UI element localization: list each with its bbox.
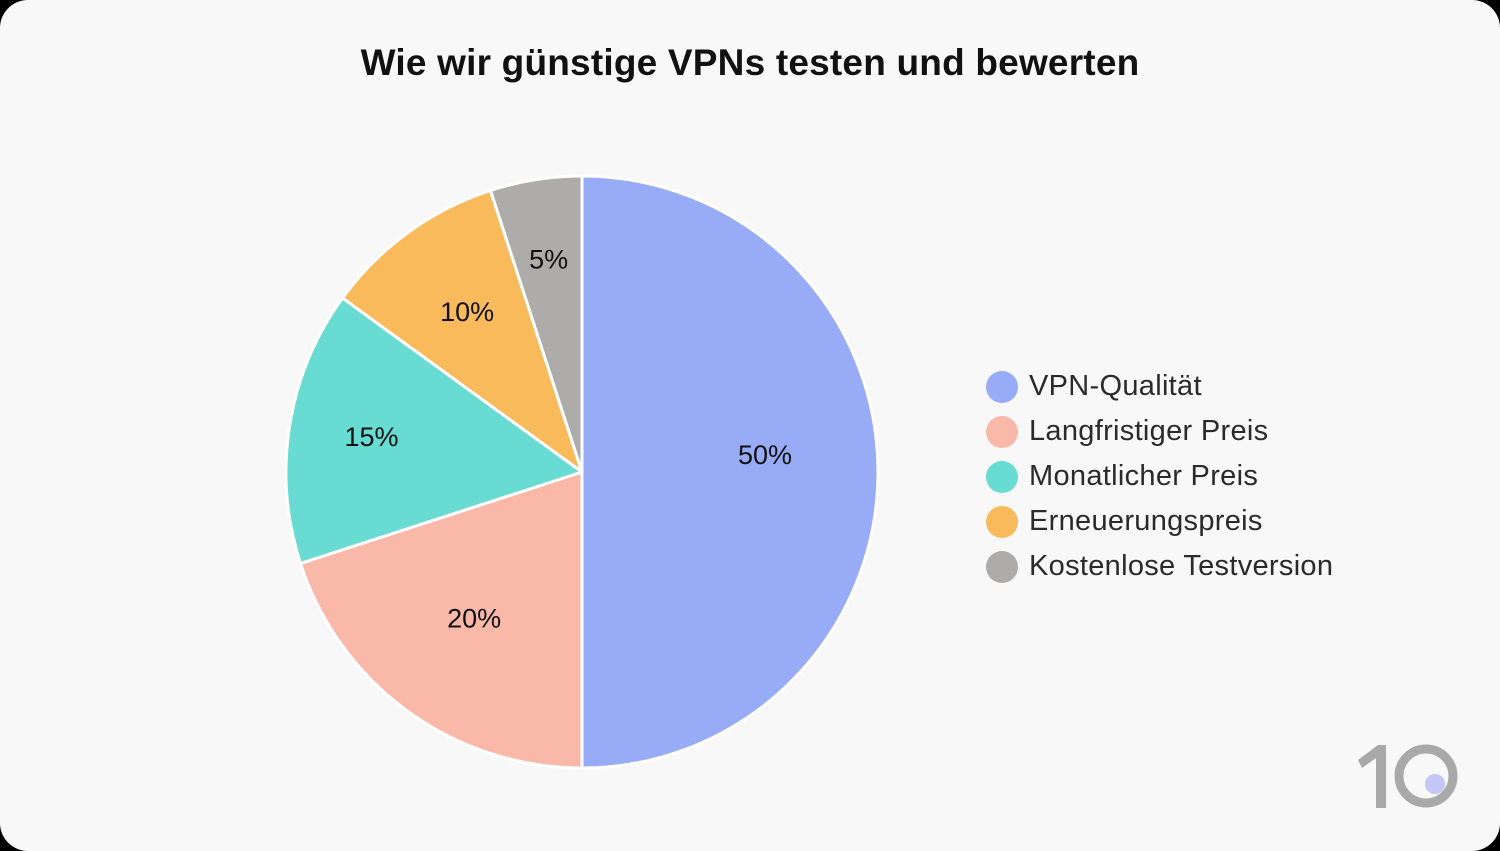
slice-percent-label: 20% xyxy=(447,604,501,634)
legend-item-langfristiger-preis: Langfristiger Preis xyxy=(986,409,1333,454)
legend-swatch-icon xyxy=(986,550,1018,583)
legend-item-monatlicher-preis: Monatlicher Preis xyxy=(986,454,1333,499)
slice-erneuerungspreis xyxy=(341,188,584,474)
slice-percent-label: 5% xyxy=(529,245,568,275)
slice-langfristiger-preis xyxy=(298,470,584,770)
legend-swatch-icon xyxy=(986,415,1018,448)
legend-label: Langfristiger Preis xyxy=(1029,415,1269,447)
legend-label: Erneuerungspreis xyxy=(1029,505,1263,537)
chart-title: Wie wir günstige VPNs testen und bewerte… xyxy=(360,42,1140,83)
legend-label: Monatlicher Preis xyxy=(1029,460,1259,492)
legend-item-kostenlose-testversion: Kostenlose Testversion xyxy=(986,544,1333,589)
legend-item-erneuerungspreis: Erneuerungspreis xyxy=(986,499,1333,544)
legend-swatch-icon xyxy=(986,460,1018,493)
slice-kostenlose-testversion xyxy=(489,174,584,474)
brand-logo-icon xyxy=(1358,744,1458,808)
legend-label: VPN-Qualität xyxy=(1029,370,1202,402)
legend-swatch-icon xyxy=(986,505,1018,538)
legend-swatch-icon xyxy=(986,370,1018,403)
slice-vpn-qualitaet xyxy=(580,174,880,770)
legend-label: Kostenlose Testversion xyxy=(1029,550,1334,582)
legend-item-vpn-qualitaet: VPN-Qualität xyxy=(986,364,1333,409)
slice-percent-label: 10% xyxy=(440,297,494,327)
slice-percent-label: 15% xyxy=(344,422,398,452)
slice-monatlicher-preis xyxy=(284,296,584,565)
slice-percent-label: 50% xyxy=(738,440,792,470)
legend: VPN-Qualität Langfristiger Preis Monatli… xyxy=(986,364,1333,589)
